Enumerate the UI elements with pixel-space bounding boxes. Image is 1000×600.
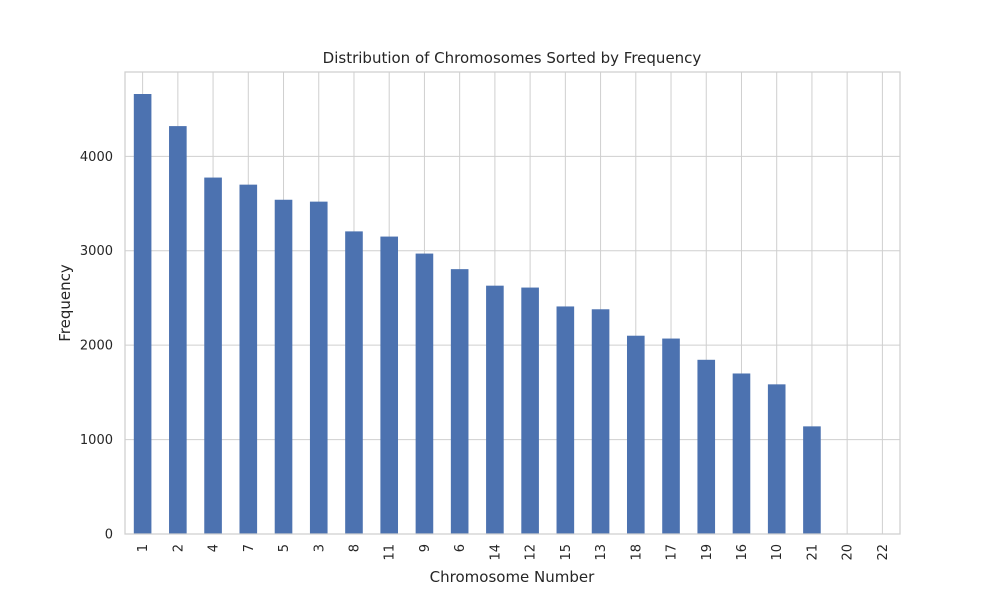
- x-axis-label: Chromosome Number: [430, 568, 595, 586]
- x-tick-label: 12: [524, 544, 539, 561]
- x-tick-label: 4: [207, 544, 222, 552]
- bar-chromosome-10: [767, 384, 786, 534]
- x-tick-label: 18: [629, 544, 644, 561]
- x-tick-label: 3: [312, 544, 327, 552]
- y-tick-label: 3000: [80, 244, 113, 259]
- bar-chromosome-18: [626, 335, 645, 534]
- x-tick-label: 20: [841, 544, 856, 561]
- bar-chromosome-8: [345, 231, 363, 535]
- bar-chromosome-21: [803, 426, 821, 534]
- x-tick-label: 7: [242, 544, 257, 552]
- x-tick-label: 14: [488, 544, 503, 561]
- x-tick-label: 15: [559, 544, 574, 561]
- bar-chromosome-9: [415, 253, 434, 535]
- bar-chromosome-7: [239, 184, 258, 534]
- y-tick-label: 1000: [80, 433, 113, 448]
- x-tick-label: 17: [665, 544, 680, 561]
- x-tick-label: 13: [594, 544, 609, 561]
- plot-frame: [124, 71, 901, 535]
- x-tick-label: 21: [805, 544, 820, 561]
- bars-layer: [133, 94, 821, 535]
- x-tick-label: 2: [171, 544, 186, 552]
- x-tick-label: 1: [136, 544, 151, 552]
- bar-chromosome-6: [450, 269, 469, 534]
- x-tick-label: 5: [277, 544, 292, 552]
- x-tick-label: 11: [383, 544, 398, 561]
- y-axis-label: Frequency: [56, 264, 74, 342]
- chart-title: Distribution of Chromosomes Sorted by Fr…: [323, 49, 702, 67]
- y-tick-labels: 0 1000 2000 3000 4000: [80, 150, 113, 543]
- x-tick-label: 19: [700, 544, 715, 561]
- x-tick-labels: 1 2 4 7 5 3 8 11 9 6 14 12 15 13 18 17 19 16 10 21 20 22: [136, 544, 891, 561]
- bar-chromosome-17: [662, 338, 680, 534]
- bar-chromosome-5: [274, 199, 293, 534]
- bar-chromosome-14: [486, 285, 504, 534]
- bar-chromosome-16: [732, 373, 751, 534]
- bar-chromosome-1: [133, 94, 152, 534]
- bar-chromosome-2: [169, 126, 187, 535]
- y-tick-label: 2000: [80, 339, 113, 354]
- bar-chromosome-4: [204, 177, 222, 534]
- bar-chromosome-13: [591, 309, 610, 534]
- y-tick-label: 4000: [80, 150, 113, 165]
- bar-chromosome-15: [556, 306, 575, 534]
- x-tick-label: 22: [876, 544, 891, 561]
- bar-chromosome-19: [697, 359, 716, 534]
- x-tick-label: 16: [735, 544, 750, 561]
- x-tick-label: 8: [347, 544, 362, 552]
- x-tick-label: 10: [770, 544, 785, 561]
- x-tick-label: 9: [418, 544, 433, 552]
- bar-chromosome-12: [521, 287, 539, 534]
- bar-chromosome-11: [380, 236, 399, 534]
- x-tick-label: 6: [453, 544, 468, 552]
- y-tick-label: 0: [105, 528, 113, 543]
- bar-chromosome-3: [309, 201, 328, 535]
